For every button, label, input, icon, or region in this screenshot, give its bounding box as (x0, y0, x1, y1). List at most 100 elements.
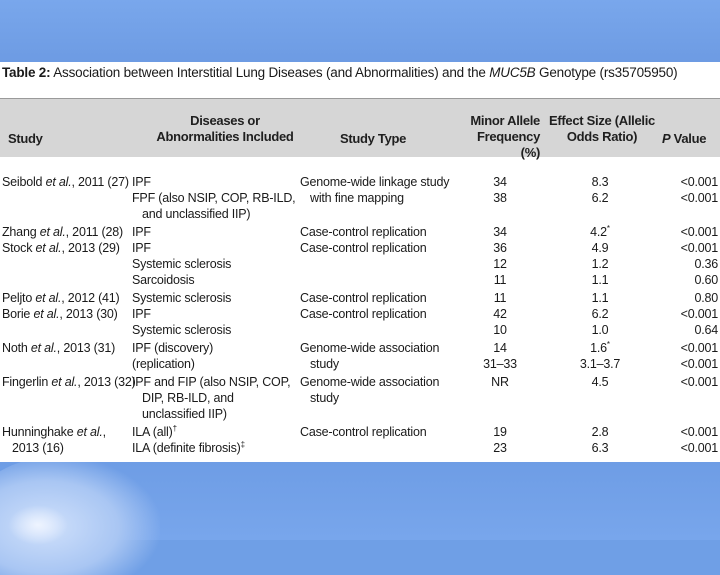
study-cell: Zhang et al., 2011 (28) (2, 225, 123, 239)
effect-cell: 4.9 (591, 241, 609, 255)
study-cell: Seibold et al., 2011 (27) (2, 175, 129, 189)
header-effect-line1: Effect Size (Allelic (549, 113, 655, 128)
p-value-cell: <0.001 (680, 375, 719, 389)
frequency-cell: NR (491, 375, 509, 389)
table-caption: Table 2: Association between Interstitia… (2, 65, 718, 80)
frequency-cell: 38 (493, 191, 507, 205)
effect-cell: 2.8 (591, 425, 609, 439)
frequency-cell: 14 (493, 341, 507, 355)
type-cell: Genome-wide linkage study (300, 175, 450, 189)
header-diseases-line2: Abnormalities Included (156, 129, 294, 144)
p-value-cell: <0.001 (680, 357, 719, 371)
frequency-cell: 19 (493, 425, 507, 439)
disease-cell: Sarcoidosis (132, 273, 195, 287)
frequency-cell: 23 (493, 441, 507, 455)
disease-cell: FPF (also NSIP, COP, RB-ILD, (132, 191, 296, 205)
type-cell: study (310, 357, 339, 371)
header-study-type: Study Type (340, 131, 407, 146)
effect-cell: 6.2 (591, 191, 609, 205)
header-diseases: Diseases or Abnormalities Included (140, 113, 310, 145)
type-cell: Genome-wide association (300, 341, 440, 355)
disease-cell: Systemic sclerosis (132, 257, 232, 271)
effect-cell: 1.6* (590, 339, 610, 355)
p-value-cell: 0.80 (694, 291, 718, 305)
p-value-cell: <0.001 (680, 241, 719, 255)
effect-cell: 4.5 (591, 375, 609, 389)
type-cell: Case-control replication (300, 425, 427, 439)
effect-cell: 1.0 (591, 323, 609, 337)
frequency-cell: 34 (493, 175, 507, 189)
disease-cell: IPF (132, 225, 151, 239)
disease-cell: (replication) (132, 357, 195, 371)
type-cell: Genome-wide association (300, 375, 440, 389)
p-value-cell: <0.001 (680, 425, 719, 439)
frequency-cell: 42 (493, 307, 507, 321)
frequency-cell: 10 (493, 323, 507, 337)
header-p-value: P Value (662, 131, 707, 146)
disease-cell: unclassified IIP) (142, 407, 227, 421)
type-cell: Case-control replication (300, 225, 427, 239)
p-value-cell: <0.001 (680, 175, 719, 189)
header-study: Study (8, 131, 43, 146)
type-cell: Case-control replication (300, 307, 427, 321)
header-frequency-line2: Frequency (%) (476, 129, 540, 160)
study-cell: Borie et al., 2013 (30) (2, 307, 118, 321)
table-header: Study Diseases or Abnormalities Included… (0, 98, 720, 160)
p-value-cell: 0.64 (694, 323, 718, 337)
disease-cell: DIP, RB-ILD, and (142, 391, 234, 405)
decorative-highlight (8, 505, 68, 545)
slide-background-top (0, 0, 720, 62)
header-frequency-line1: Minor Allele (470, 113, 540, 128)
p-value-cell: 0.60 (694, 273, 718, 287)
header-effect-line2: Odds Ratio) (566, 129, 638, 144)
p-value-cell: <0.001 (680, 341, 719, 355)
study-cell: Fingerlin et al., 2013 (32) (2, 375, 136, 389)
effect-cell: 3.1–3.7 (579, 357, 621, 371)
type-cell: study (310, 391, 339, 405)
frequency-cell: 36 (493, 241, 507, 255)
type-cell: with fine mapping (310, 191, 404, 205)
frequency-cell: 12 (493, 257, 507, 271)
effect-cell: 6.3 (591, 441, 609, 455)
p-value-cell: <0.001 (680, 191, 719, 205)
frequency-cell: 31–33 (483, 357, 517, 371)
p-value-cell: <0.001 (680, 307, 719, 321)
type-cell: Case-control replication (300, 241, 427, 255)
caption-text-end: Genotype (rs35705950) (535, 65, 678, 80)
disease-cell: IPF and FIP (also NSIP, COP, (132, 375, 291, 389)
header-effect-size: Effect Size (Allelic Odds Ratio) (546, 113, 658, 145)
p-value-cell: <0.001 (680, 441, 719, 455)
effect-cell: 1.1 (591, 273, 609, 287)
study-cell: Hunninghake et al., (2, 425, 106, 439)
disease-cell: ILA (all)† (132, 423, 177, 439)
p-value-cell: <0.001 (680, 225, 719, 239)
disease-cell: Systemic sclerosis (132, 323, 232, 337)
p-value-cell: 0.36 (694, 257, 718, 271)
effect-cell: 1.1 (591, 291, 609, 305)
disease-cell: IPF (132, 175, 151, 189)
effect-cell: 8.3 (591, 175, 609, 189)
caption-label: Table 2: (2, 65, 51, 80)
disease-cell: IPF (132, 307, 151, 321)
disease-cell: and unclassified IIP) (142, 207, 251, 221)
disease-cell: Systemic sclerosis (132, 291, 232, 305)
frequency-cell: 11 (493, 273, 507, 287)
frequency-cell: 11 (493, 291, 507, 305)
effect-cell: 4.2* (590, 223, 610, 239)
frequency-cell: 34 (493, 225, 507, 239)
table-panel: Table 2: Association between Interstitia… (0, 62, 720, 462)
study-cell: Stock et al., 2013 (29) (2, 241, 120, 255)
caption-gene: MUC5B (489, 65, 536, 80)
study-cell: Noth et al., 2013 (31) (2, 341, 116, 355)
disease-cell: IPF (discovery) (132, 341, 214, 355)
disease-cell: ILA (definite fibrosis)‡ (132, 439, 245, 455)
caption-text: Association between Interstitial Lung Di… (50, 65, 490, 80)
study-cell: 2013 (16) (12, 441, 64, 455)
type-cell: Case-control replication (300, 291, 427, 305)
header-frequency: Minor Allele Frequency (%) (456, 113, 540, 161)
disease-cell: IPF (132, 241, 151, 255)
effect-cell: 1.2 (591, 257, 609, 271)
effect-cell: 6.2 (591, 307, 609, 321)
header-diseases-line1: Diseases or (190, 113, 260, 128)
study-cell: Peljto et al., 2012 (41) (2, 291, 120, 305)
